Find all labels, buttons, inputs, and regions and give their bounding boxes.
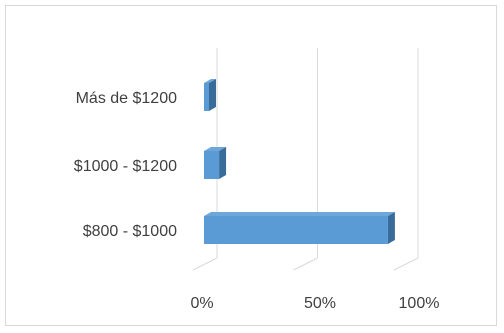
x-tick-label-0: 0%	[190, 295, 213, 312]
bar-0	[204, 212, 395, 244]
bar-2	[204, 79, 216, 111]
category-labels: $800 - $1000 $1000 - $1200 Más de $1200	[74, 90, 177, 240]
bar-top-2	[204, 79, 216, 83]
category-label-2: Más de $1200	[76, 90, 178, 107]
x-tick-labels: 0% 50% 100%	[190, 295, 439, 312]
bar-side-2	[209, 79, 216, 111]
bar-front-1	[204, 151, 220, 179]
floor-gridline-0	[192, 257, 218, 271]
chart-area	[5, 5, 497, 326]
bar-top-1	[204, 147, 227, 151]
bars	[204, 79, 395, 244]
bar-front-2	[204, 83, 209, 111]
bar-top-0	[204, 212, 395, 216]
x-tick-label-2: 100%	[399, 295, 440, 312]
floor-gridline-1	[293, 257, 318, 271]
bar-side-1	[219, 147, 227, 179]
bar-side-0	[387, 212, 395, 244]
bar-front-0	[204, 216, 388, 244]
bar-1	[204, 147, 227, 179]
category-label-0: $800 - $1000	[83, 223, 177, 240]
floor-gridline-2	[393, 257, 419, 271]
x-tick-label-1: 50%	[304, 295, 336, 312]
category-label-1: $1000 - $1200	[74, 158, 177, 175]
